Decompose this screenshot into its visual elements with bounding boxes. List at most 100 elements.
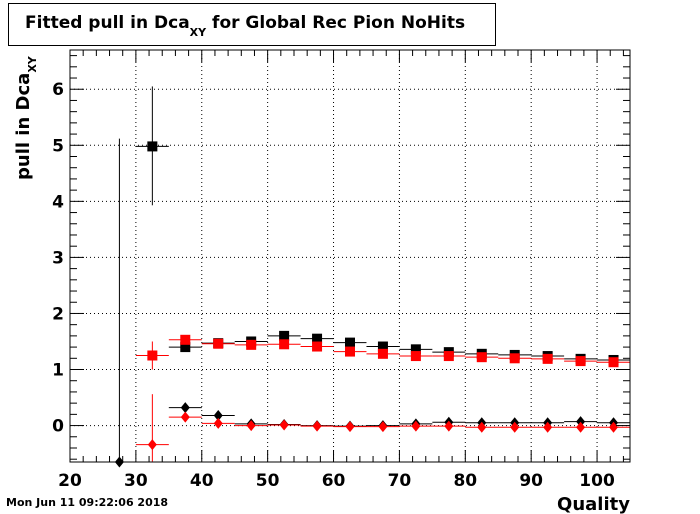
square-marker [377, 341, 388, 352]
data-point [168, 334, 202, 345]
y-axis-label: pull in DcaXY [13, 55, 39, 180]
y-tick-label: 2 [52, 304, 64, 324]
data-point [465, 421, 499, 433]
diamond-marker [180, 402, 190, 414]
square-marker [443, 351, 454, 362]
data-point [135, 341, 169, 370]
data-point [465, 352, 499, 363]
data-point [168, 411, 202, 423]
square-marker [180, 342, 191, 353]
diamond-marker [312, 420, 322, 432]
data-marks [102, 86, 630, 468]
data-point [300, 333, 334, 344]
square-marker [608, 357, 619, 368]
data-point [366, 348, 400, 359]
square-marker [345, 337, 355, 348]
data-point [399, 344, 433, 355]
x-tick-label: 60 [322, 471, 346, 491]
square-marker [509, 353, 520, 364]
diamond-marker [477, 421, 487, 433]
diamond-marker [147, 439, 157, 451]
data-point [531, 353, 565, 364]
x-tick-label: 30 [124, 471, 148, 491]
data-point [135, 86, 169, 206]
square-marker [246, 339, 257, 350]
square-marker [312, 341, 323, 352]
svg-text:pull in DcaXY: pull in DcaXY [13, 55, 39, 180]
x-tick-label: 80 [453, 471, 477, 491]
square-marker [345, 346, 355, 357]
plot-frame [69, 49, 631, 463]
data-point [135, 394, 169, 462]
square-marker [279, 330, 290, 341]
square-marker [410, 351, 421, 362]
data-point [267, 330, 301, 341]
data-point [564, 416, 598, 428]
y-tick-label: 3 [52, 248, 64, 268]
diamond-marker [576, 421, 586, 433]
diamond-marker [411, 420, 421, 432]
square-marker [213, 338, 224, 349]
diamond-marker [609, 421, 619, 433]
square-marker [377, 348, 388, 359]
diamond-marker [345, 421, 355, 433]
diamond-marker [378, 421, 388, 433]
y-axis-label-main: pull in Dca [13, 73, 34, 180]
x-axis-label: Quality [557, 494, 630, 514]
square-marker [180, 334, 191, 345]
chart-title: Fitted pull in DcaXY for Global Rec Pion… [25, 13, 466, 39]
square-marker [147, 141, 158, 152]
data-point [267, 339, 301, 350]
data-point [366, 341, 400, 352]
data-point [201, 338, 235, 349]
data-point [267, 419, 301, 431]
data-point [300, 420, 334, 432]
data-point [597, 421, 630, 433]
data-point [201, 409, 235, 421]
diamond-marker [444, 420, 454, 432]
x-tick-label: 90 [519, 471, 543, 491]
chart-title-sub: XY [189, 26, 207, 39]
diamond-marker [510, 421, 520, 433]
data-point [333, 337, 367, 348]
square-marker [312, 333, 323, 344]
diamond-marker [213, 409, 223, 421]
y-tick-label: 0 [52, 417, 64, 437]
timestamp: Mon Jun 11 09:22:06 2018 [6, 496, 169, 509]
data-point [564, 421, 598, 433]
data-point [234, 339, 268, 350]
data-point [300, 341, 334, 352]
square-marker [575, 356, 586, 367]
diamond-marker [576, 416, 586, 428]
x-tick-label: 50 [256, 471, 280, 491]
axes: 20 30 40 50 60 70 80 90 100 0 1 2 3 4 5 6 [52, 49, 631, 491]
diamond-marker [213, 417, 223, 429]
x-tick-label: 100 [579, 471, 615, 491]
chart-title-rest: for Global Rec Pion NoHits [206, 13, 466, 33]
square-marker [476, 352, 487, 363]
y-tick-label: 4 [52, 192, 64, 212]
x-tick-label: 40 [190, 471, 214, 491]
data-point [234, 420, 268, 432]
y-tick-label: 1 [52, 361, 64, 381]
diamond-marker [543, 421, 553, 433]
y-tick-label: 5 [52, 136, 64, 156]
square-marker [542, 353, 553, 364]
data-point [201, 417, 235, 429]
data-point [399, 351, 433, 362]
data-point [399, 420, 433, 432]
square-marker [279, 339, 290, 350]
diamond-marker [180, 411, 190, 423]
chart-title-main: Fitted pull in Dca [25, 13, 190, 33]
diamond-marker [246, 420, 256, 432]
y-axis-label-sub: XY [26, 55, 39, 72]
data-point [333, 346, 367, 357]
data-point [168, 402, 202, 414]
data-point [102, 138, 136, 468]
data-point [333, 421, 367, 433]
diamond-marker [279, 419, 289, 431]
data-point [498, 421, 532, 433]
square-marker [147, 350, 158, 361]
square-marker [410, 344, 421, 355]
